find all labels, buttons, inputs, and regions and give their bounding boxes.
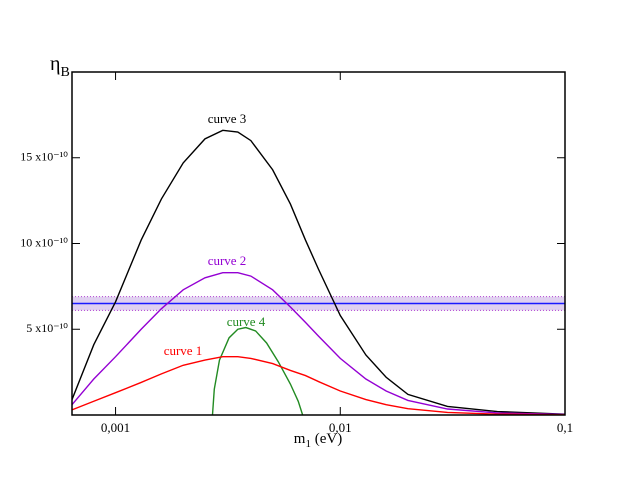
x-label-unit: (eV) xyxy=(311,431,342,447)
x-tick-label: 0,1 xyxy=(557,420,573,435)
x-axis-label: m1 (eV) xyxy=(294,431,342,449)
x-label-sub: 1 xyxy=(305,438,311,450)
y-tick-label: 10 x10⁻¹⁰ xyxy=(20,235,68,249)
curve xyxy=(72,355,565,415)
curve xyxy=(211,326,304,415)
y-axis-label: ηB xyxy=(50,53,70,81)
plot-frame xyxy=(71,71,566,416)
curve-label: curve 1 xyxy=(164,343,203,358)
x-tick-label: 0,01 xyxy=(329,420,352,435)
curve xyxy=(72,129,565,415)
y-label-main: η xyxy=(50,53,60,75)
curve-label: curve 3 xyxy=(208,111,247,126)
y-label-sub: B xyxy=(60,65,69,80)
y-tick-label: 15 x10⁻¹⁰ xyxy=(20,150,68,164)
curve-label: curve 2 xyxy=(208,253,247,268)
x-tick-label: 0,001 xyxy=(101,420,130,435)
curve-label: curve 4 xyxy=(227,314,266,329)
x-label-main: m xyxy=(294,431,306,447)
y-tick-label: 5 x10⁻¹⁰ xyxy=(26,321,68,335)
curve xyxy=(72,271,565,415)
